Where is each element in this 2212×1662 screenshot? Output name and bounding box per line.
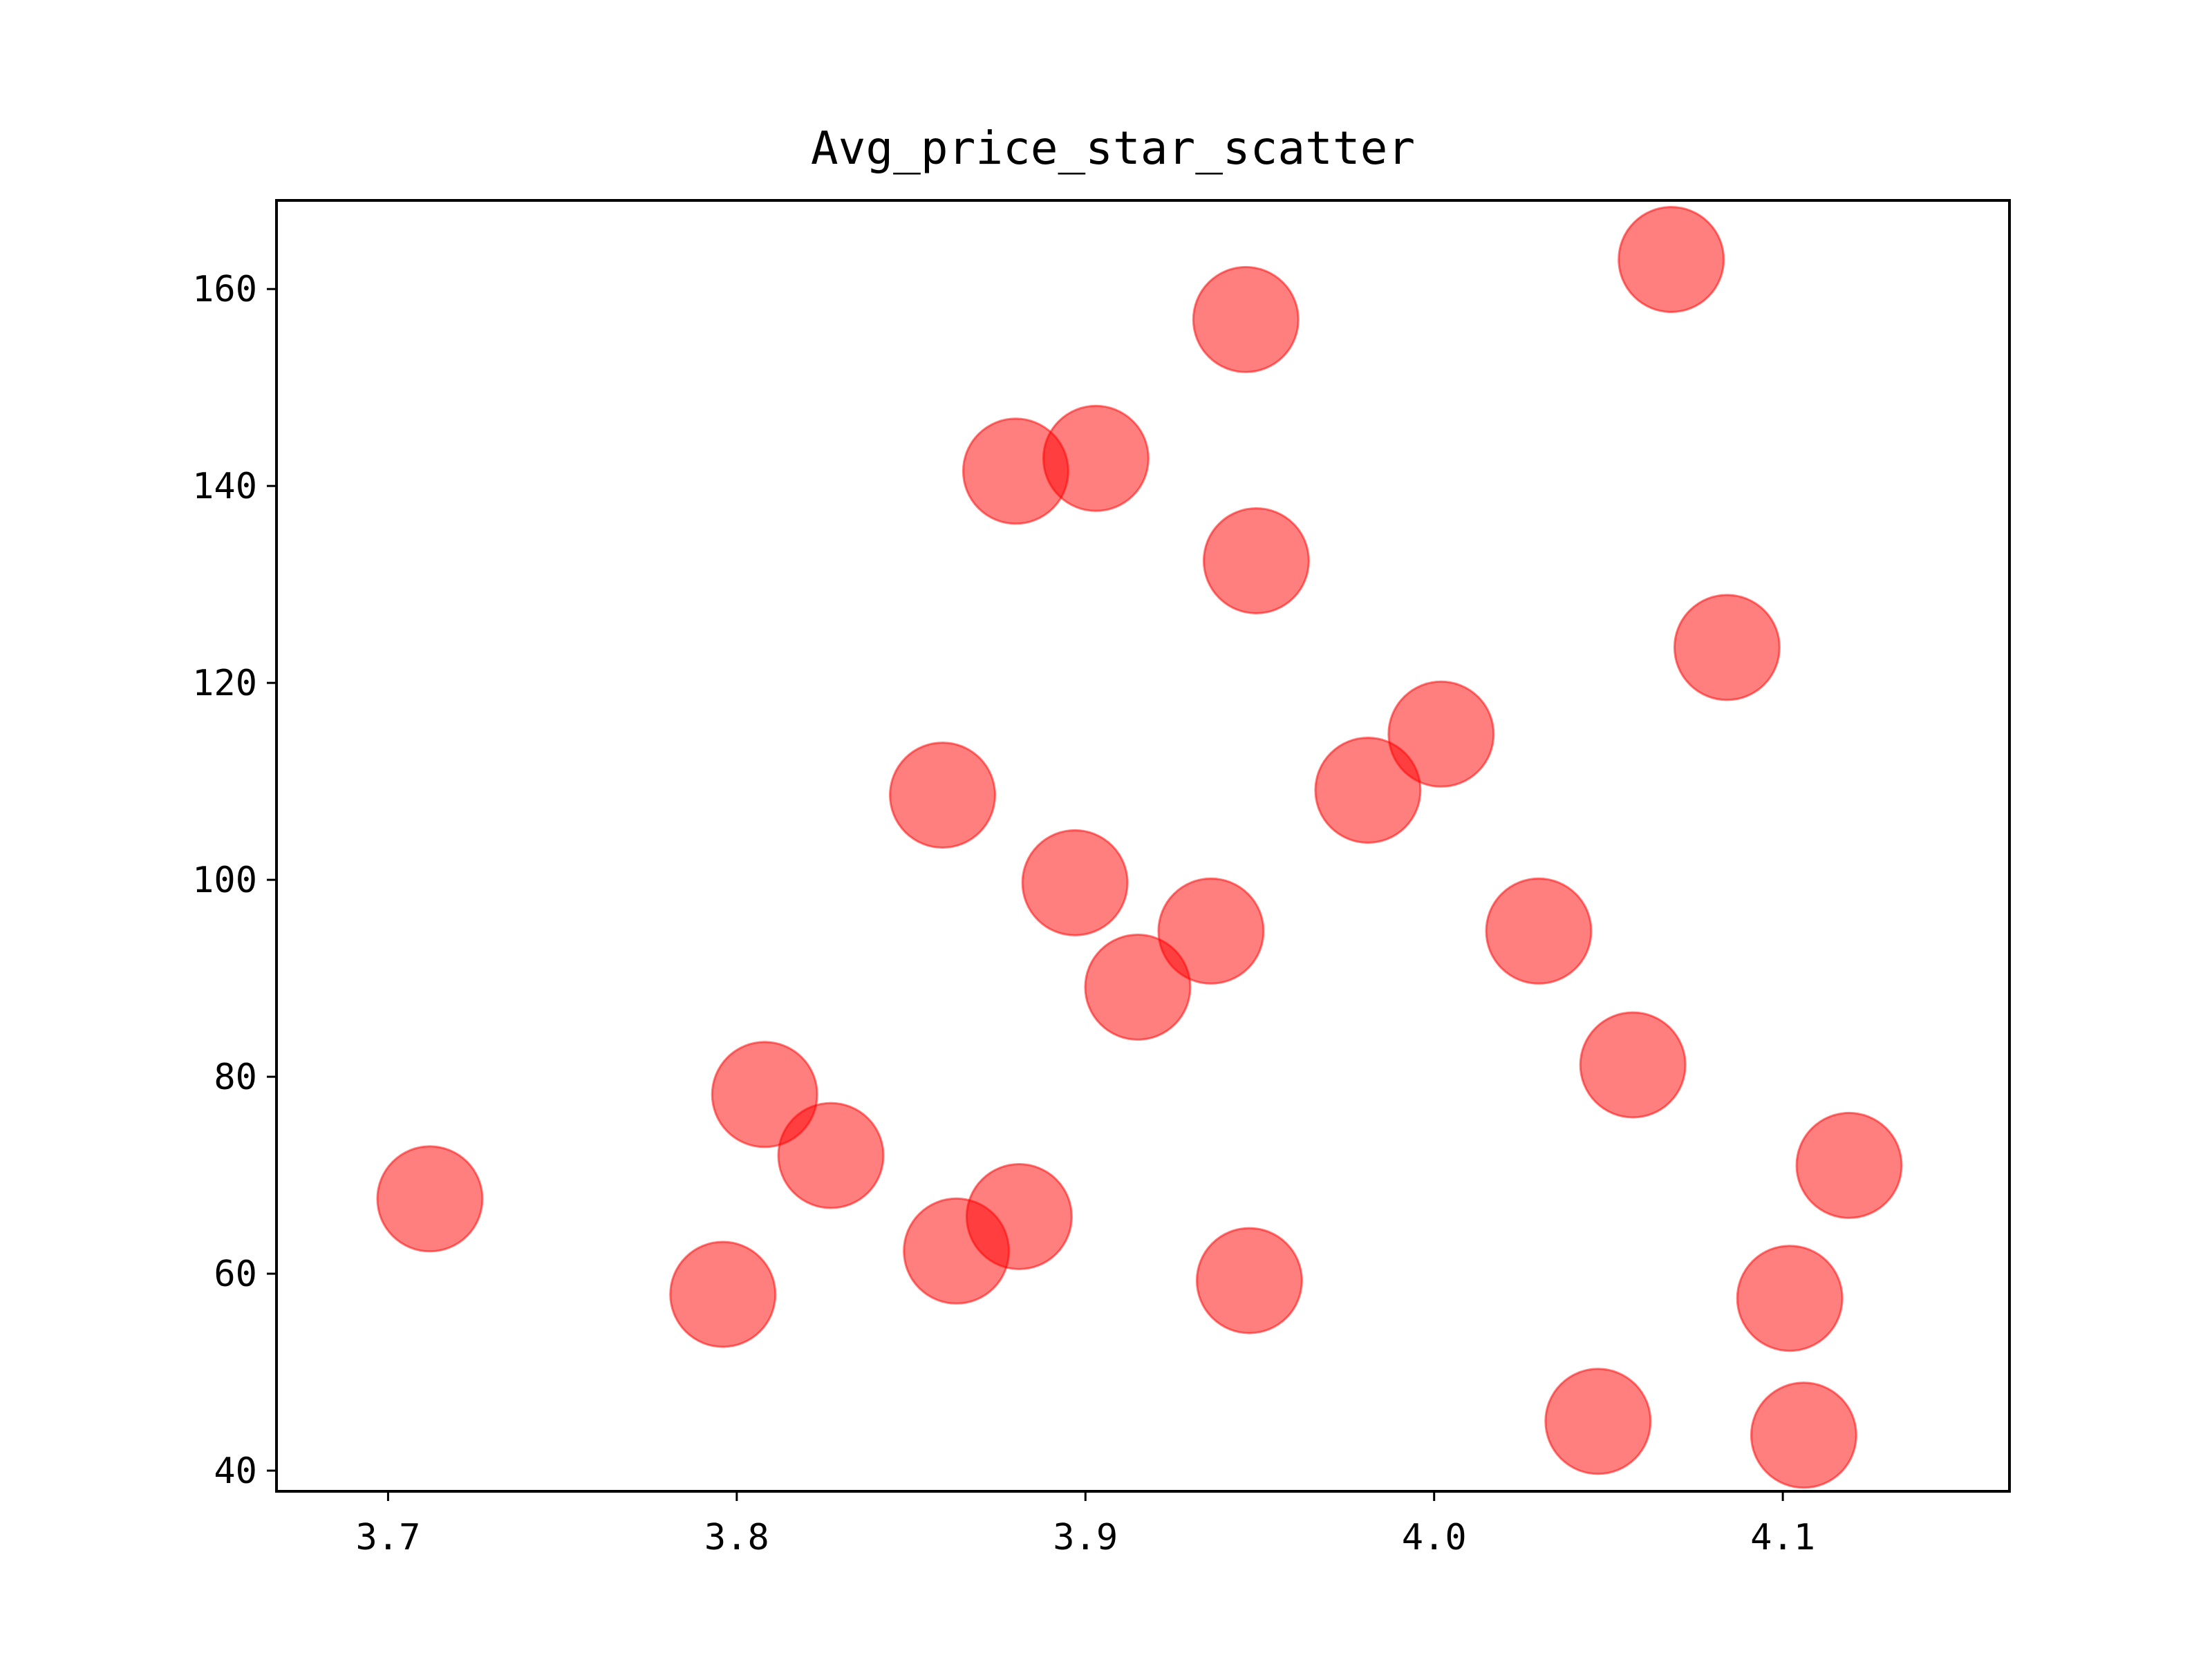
scatter-point bbox=[889, 742, 996, 849]
scatter-point bbox=[669, 1240, 777, 1348]
y-axis: 40 60 80 100 120 140 160 bbox=[192, 269, 276, 1492]
x-tick-label: 3.7 bbox=[355, 1517, 420, 1558]
scatter-point bbox=[1021, 829, 1129, 936]
scatter-point bbox=[1084, 934, 1192, 1041]
scatter-point bbox=[1485, 877, 1593, 985]
x-tick-label: 4.1 bbox=[1750, 1517, 1815, 1558]
plot-area-frame bbox=[275, 199, 2011, 1493]
y-tick-label: 140 bbox=[192, 466, 257, 507]
scatter-point bbox=[1736, 1245, 1844, 1352]
scatter-point bbox=[1042, 404, 1150, 512]
scatter-point bbox=[1795, 1111, 1903, 1219]
y-tick-label: 60 bbox=[214, 1254, 257, 1295]
scatter-point bbox=[777, 1102, 885, 1209]
scatter-point bbox=[1673, 594, 1781, 701]
points-layer bbox=[376, 206, 1903, 1489]
y-tick-label: 120 bbox=[192, 663, 257, 704]
y-tick-label: 100 bbox=[192, 860, 257, 901]
scatter-point bbox=[1544, 1368, 1652, 1475]
scatter-point bbox=[1750, 1381, 1857, 1489]
x-axis: 3.7 3.8 3.9 4.0 4.1 bbox=[355, 1491, 1815, 1558]
scatter-point bbox=[1618, 206, 1725, 313]
x-tick-label: 3.9 bbox=[1053, 1517, 1118, 1558]
y-tick-label: 40 bbox=[214, 1451, 257, 1492]
scatter-point bbox=[1192, 265, 1300, 373]
scatter-point bbox=[1157, 877, 1265, 985]
scatter-point bbox=[1387, 680, 1495, 788]
y-tick-label: 160 bbox=[192, 269, 257, 310]
x-tick-label: 3.8 bbox=[704, 1517, 769, 1558]
y-tick-label: 80 bbox=[214, 1057, 257, 1098]
scatter-point bbox=[1195, 1227, 1303, 1334]
scatter-point bbox=[965, 1163, 1073, 1270]
scatter-point bbox=[1579, 1011, 1687, 1119]
chart-title: Avg_price_star_scatter bbox=[811, 122, 1415, 175]
scatter-point bbox=[376, 1145, 484, 1253]
scatter-point bbox=[1202, 507, 1310, 614]
scatter-point bbox=[1314, 737, 1422, 844]
x-tick-label: 4.0 bbox=[1402, 1517, 1467, 1558]
